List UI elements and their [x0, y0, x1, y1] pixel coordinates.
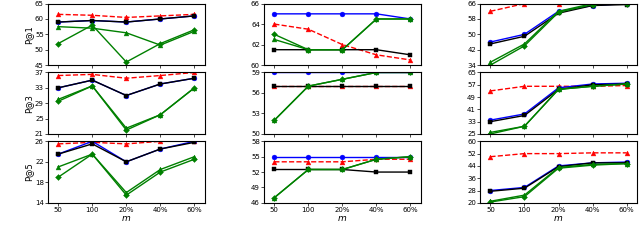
X-axis label: m: m — [338, 214, 347, 223]
X-axis label: m: m — [122, 214, 131, 223]
Y-axis label: P@3: P@3 — [24, 94, 33, 113]
Y-axis label: P@1: P@1 — [24, 25, 33, 44]
Y-axis label: P@5: P@5 — [24, 163, 33, 181]
X-axis label: m: m — [554, 214, 563, 223]
